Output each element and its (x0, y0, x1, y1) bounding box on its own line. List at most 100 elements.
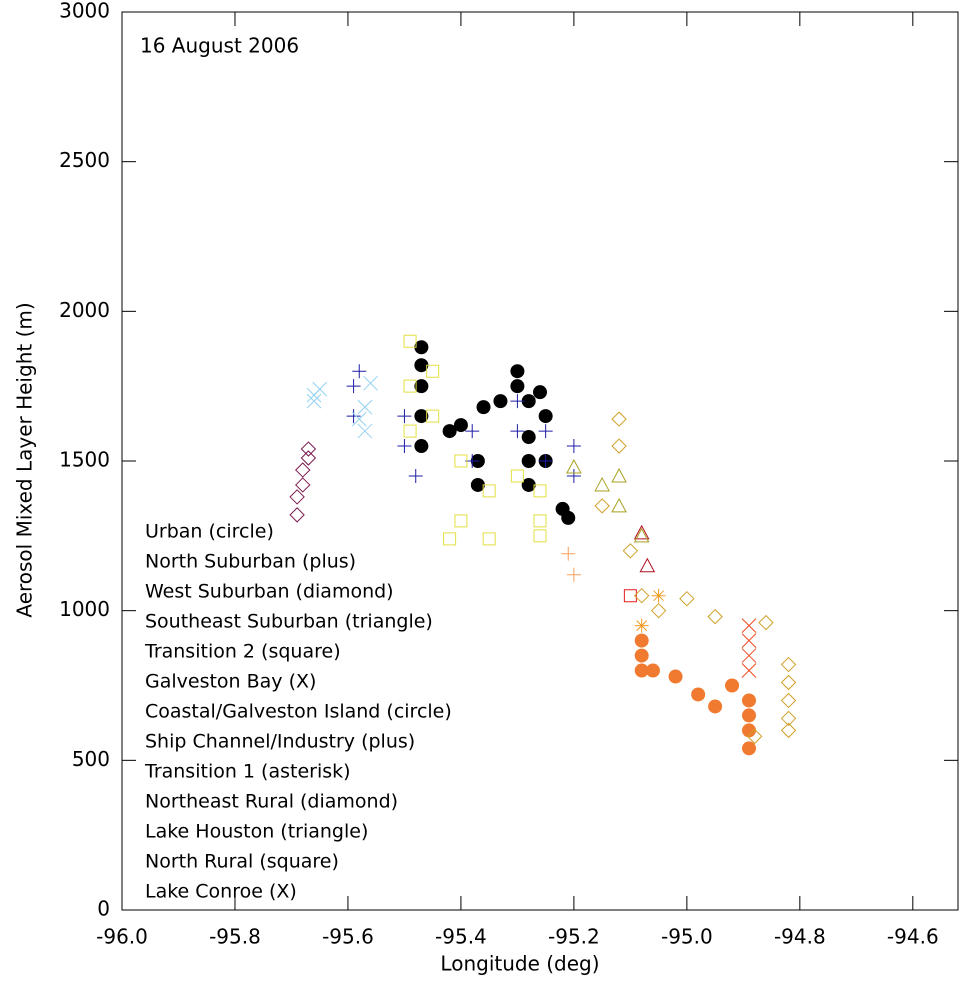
point (414, 358, 429, 373)
point (510, 469, 524, 483)
x-tick-label: -96.0 (96, 925, 148, 949)
point (611, 497, 627, 513)
point (403, 424, 417, 438)
point (510, 379, 525, 394)
point (679, 590, 695, 607)
point (741, 618, 757, 633)
point (414, 409, 429, 424)
point (758, 614, 774, 631)
point (633, 527, 650, 543)
point (538, 424, 553, 439)
point (611, 467, 627, 483)
point (510, 364, 525, 379)
point (346, 409, 361, 424)
point (566, 468, 581, 483)
y-tick-label: 1000 (59, 597, 110, 621)
point (357, 423, 373, 439)
point (780, 722, 797, 739)
point (742, 723, 756, 738)
point (521, 454, 536, 468)
point (510, 424, 525, 439)
point (634, 618, 649, 633)
point (623, 589, 637, 603)
x-axis-label: Longitude (deg) (440, 952, 599, 976)
x-tick-label: -95.0 (661, 925, 713, 949)
legend-entry: Ship Channel/Industry (plus) (145, 731, 415, 753)
x-tick-label: -95.4 (435, 925, 487, 949)
y-tick-label: 0 (97, 897, 110, 921)
legend-entry: Lake Conroe (X) (145, 881, 297, 903)
point (493, 394, 508, 409)
point (651, 588, 666, 603)
legend-entry: Galveston Bay (X) (145, 671, 316, 693)
point (476, 400, 491, 415)
point (561, 510, 576, 525)
point (611, 438, 627, 454)
point (622, 543, 639, 559)
legend-entry: Transition 1 (asterisk) (144, 761, 351, 783)
point (611, 411, 627, 427)
x-tick-label: -94.8 (774, 925, 826, 949)
point (521, 394, 536, 409)
point (780, 674, 797, 691)
point (634, 663, 649, 678)
point (521, 477, 536, 492)
point (397, 439, 412, 454)
point (295, 462, 311, 478)
point (742, 693, 756, 708)
point (300, 450, 317, 466)
x-tick-label: -94.6 (887, 925, 939, 949)
point (707, 608, 723, 625)
point (442, 424, 457, 439)
point (741, 633, 757, 648)
point (443, 532, 457, 546)
point (482, 532, 496, 546)
point (521, 430, 536, 445)
point (414, 340, 429, 355)
point (289, 507, 305, 523)
point (742, 741, 756, 756)
point (566, 567, 581, 582)
point (363, 375, 378, 391)
point (780, 656, 797, 673)
point (346, 379, 361, 394)
point (741, 648, 757, 663)
point (566, 458, 582, 474)
legend-entry: Coastal/Galveston Island (circle) (145, 701, 452, 723)
point (633, 524, 650, 540)
y-tick-label: 2000 (59, 298, 110, 322)
point (668, 669, 683, 684)
point (426, 409, 440, 423)
point (633, 587, 650, 604)
point (454, 514, 468, 528)
point (594, 476, 610, 492)
point (742, 708, 756, 723)
point (465, 424, 480, 439)
x-tick-label: -95.2 (548, 925, 600, 949)
y-axis-label: Aerosol Mixed Layer Height (m) (13, 302, 37, 617)
point (306, 393, 322, 409)
point (639, 557, 656, 573)
point (746, 728, 763, 745)
point (533, 514, 547, 528)
point (634, 648, 649, 663)
legend-entry: Transition 2 (square) (144, 641, 341, 663)
x-tick-label: -95.8 (209, 925, 261, 949)
point (538, 454, 553, 468)
point (357, 399, 373, 415)
point (533, 529, 547, 543)
point (454, 454, 468, 468)
point (414, 439, 429, 454)
point (533, 385, 547, 400)
point (408, 468, 423, 483)
y-tick-label: 2500 (59, 148, 110, 172)
legend-entry: Urban (circle) (145, 521, 274, 543)
y-tick-label: 500 (72, 747, 110, 771)
point (538, 409, 553, 424)
chart-annotation: 16 August 2006 (140, 34, 299, 58)
point (300, 441, 317, 457)
y-tick-label: 1500 (59, 448, 110, 472)
point (645, 663, 660, 678)
